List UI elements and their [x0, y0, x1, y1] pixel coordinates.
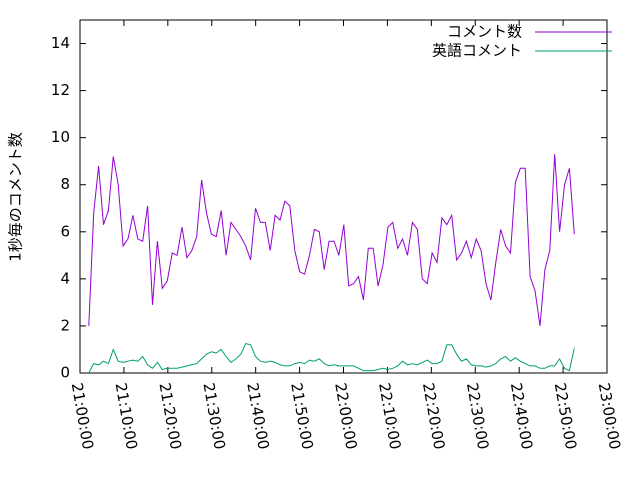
x-tick-label: 21:50:00: [287, 381, 316, 450]
x-tick-label: 21:00:00: [68, 381, 97, 450]
x-tick-label: 22:40:00: [507, 381, 536, 450]
series-line: [88, 154, 575, 326]
y-tick-label: 12: [51, 81, 70, 99]
y-tick-label: 2: [60, 316, 70, 334]
plot-frame: [79, 19, 608, 374]
legend-label: コメント数: [447, 23, 522, 41]
y-tick-label: 14: [51, 34, 70, 52]
y-tick-label: 6: [60, 222, 70, 240]
y-tick-label: 10: [51, 128, 70, 146]
x-tick-label: 23:00:00: [595, 381, 624, 450]
x-tick-label: 21:30:00: [199, 381, 228, 450]
y-tick-label: 4: [60, 269, 70, 287]
x-tick-label: 21:10:00: [112, 381, 141, 450]
y-axis-label: 1秒毎のコメント数: [7, 132, 25, 262]
series-line: [88, 343, 575, 374]
x-tick-label: 21:40:00: [243, 381, 272, 450]
x-tick-label: 21:20:00: [155, 381, 184, 450]
x-tick-label: 22:30:00: [463, 381, 492, 450]
y-tick-label: 8: [60, 175, 70, 193]
y-tick-label: 0: [60, 364, 70, 382]
x-tick-label: 22:50:00: [551, 381, 580, 450]
x-tick-label: 22:20:00: [419, 381, 448, 450]
x-tick-label: 22:10:00: [375, 381, 404, 450]
x-tick-label: 22:00:00: [331, 381, 360, 450]
legend-label: 英語コメント: [432, 42, 522, 60]
